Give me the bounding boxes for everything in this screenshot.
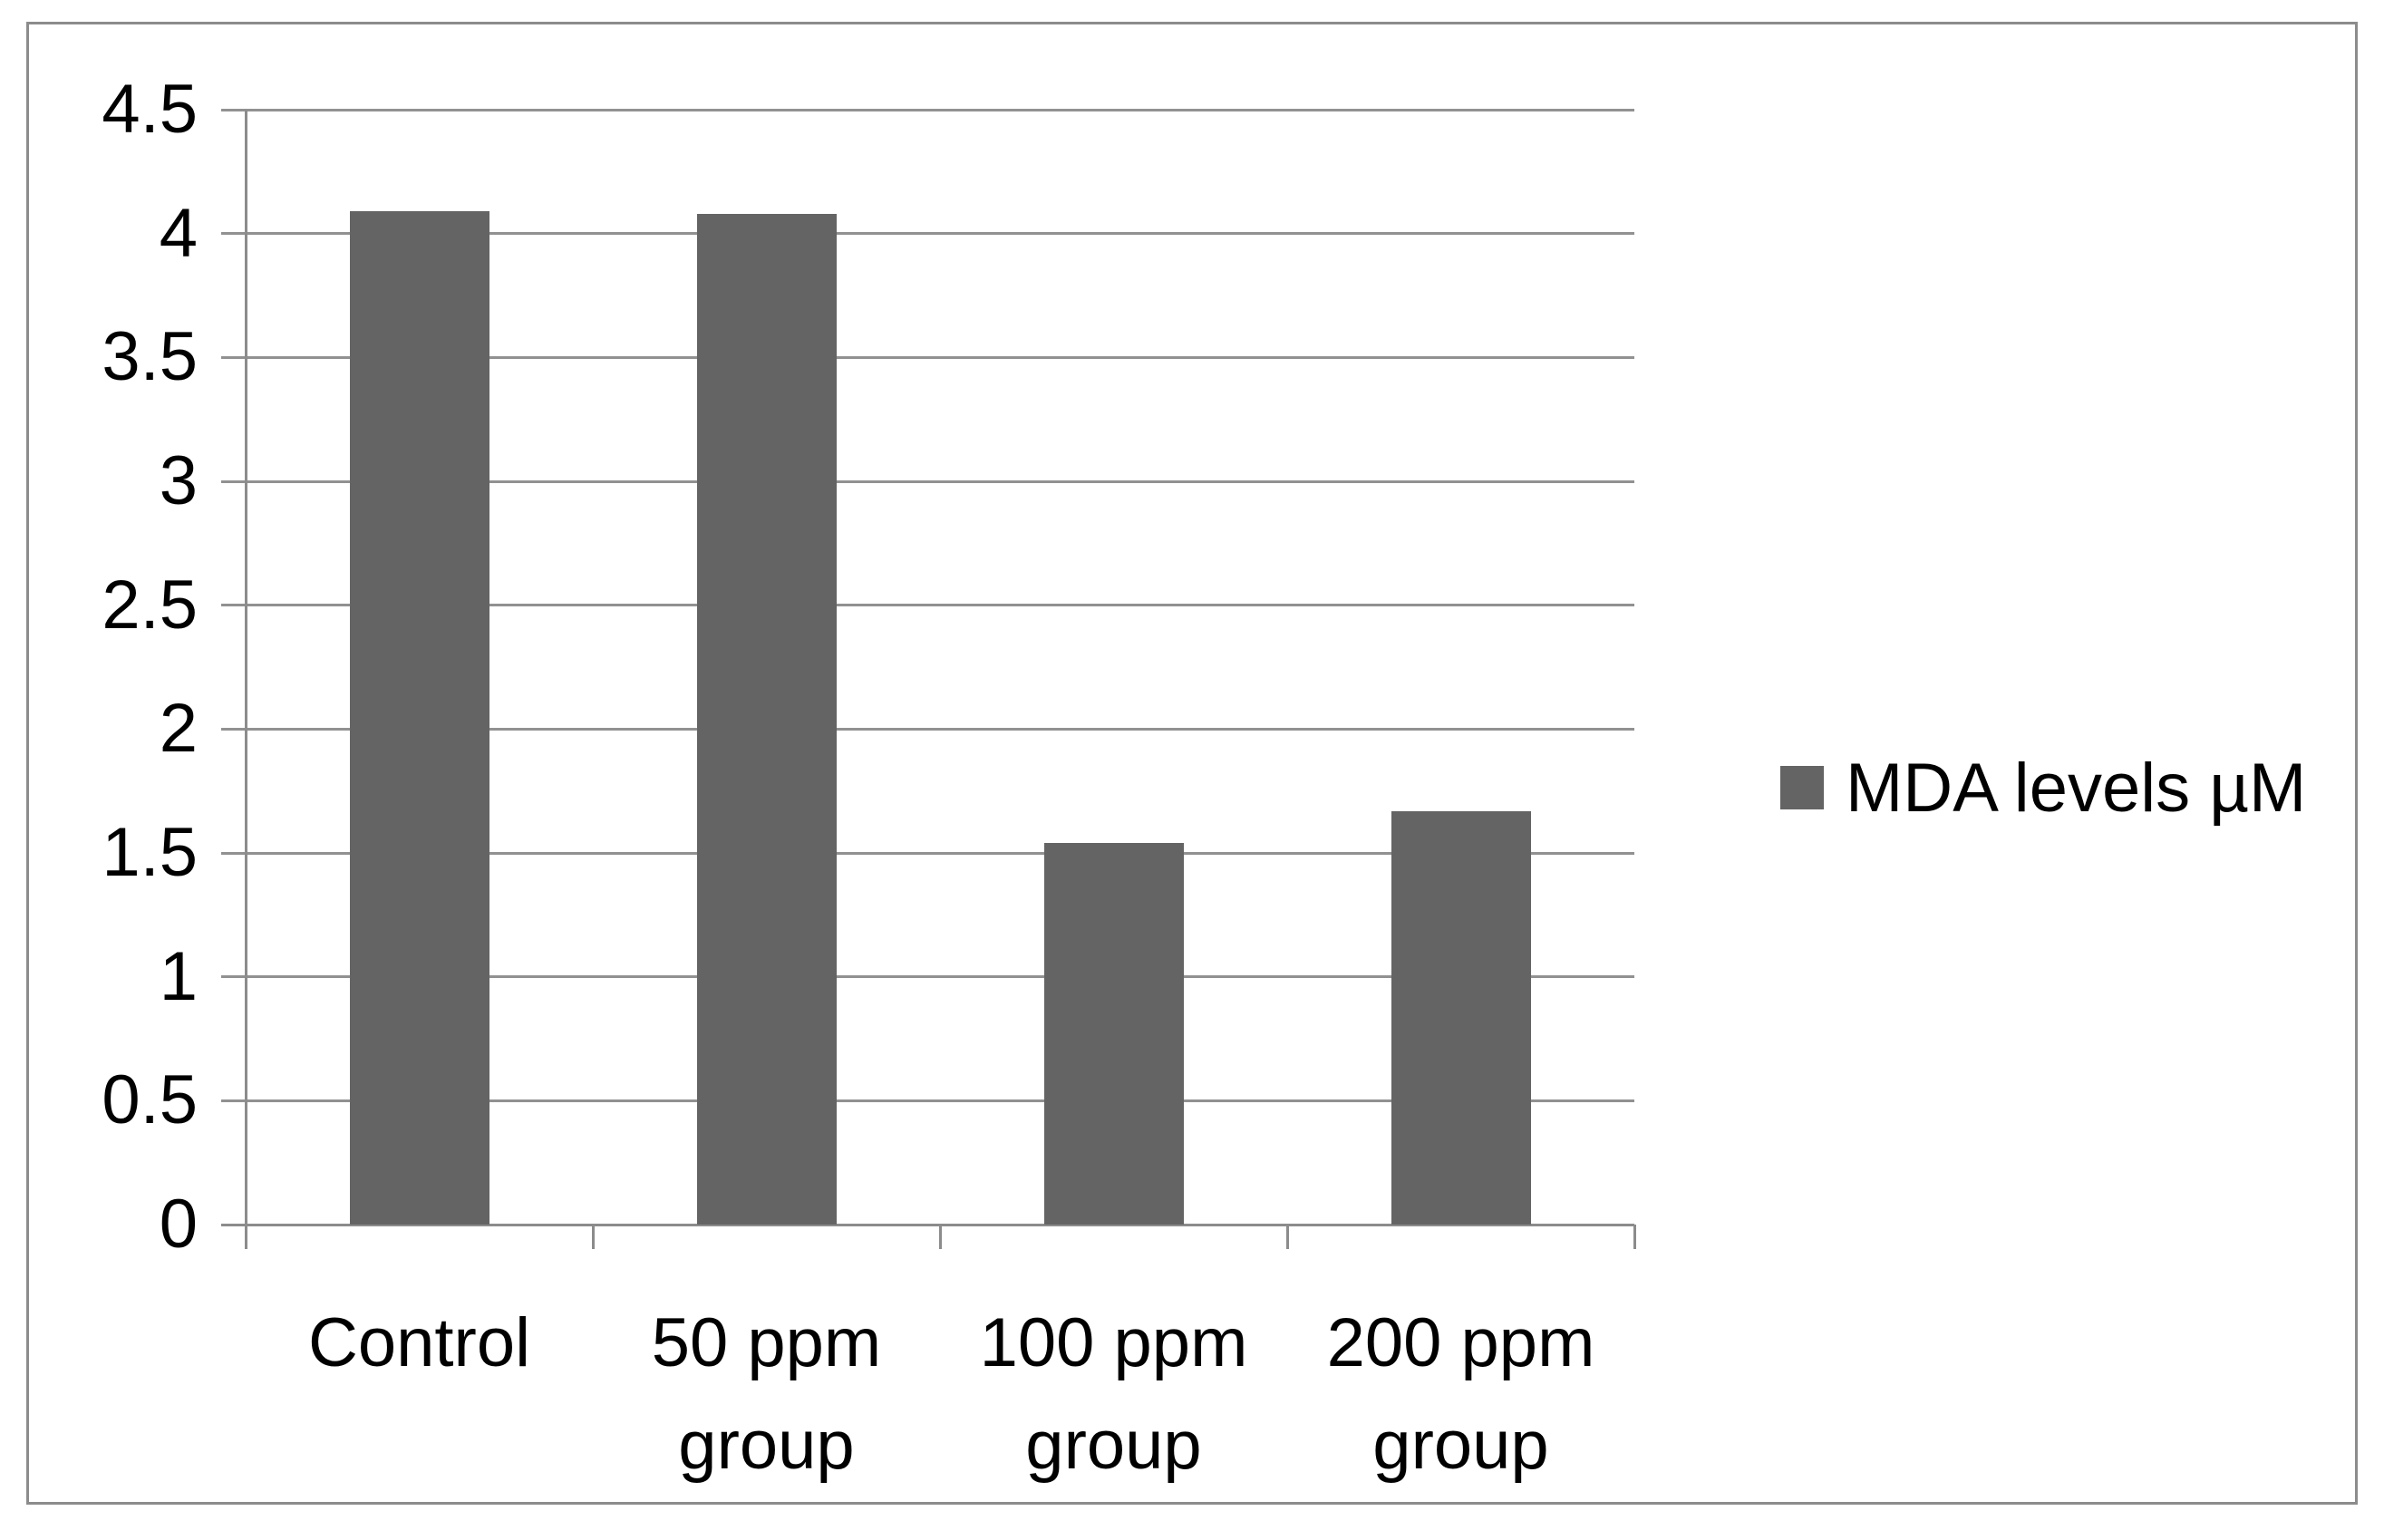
gridline [221, 355, 1634, 359]
chart-frame: MDA levels µM 0 0.5 1 1.5 2 2.5 3 3.5 4 4.5 Contro… [26, 22, 2358, 1505]
y-axis-tick-label: 3 [159, 442, 198, 519]
x-axis-tick [591, 1225, 595, 1249]
y-axis-tick-label: 0 [159, 1186, 198, 1263]
gridline [221, 1099, 1634, 1102]
y-axis-tick-label: 3.5 [102, 318, 198, 396]
x-axis-label: 50 ppm group [651, 1304, 882, 1484]
y-axis-tick-label: 4 [159, 194, 198, 272]
bar [349, 211, 489, 1225]
y-axis-tick-label: 1 [159, 937, 198, 1015]
gridline [221, 108, 1634, 111]
y-axis-tick-label: 4.5 [102, 71, 198, 148]
gridline [221, 479, 1634, 483]
y-axis-tick-label: 2 [159, 690, 198, 768]
x-axis-line [221, 1223, 1634, 1226]
y-axis-line [244, 110, 247, 1249]
bar [1043, 843, 1184, 1225]
gridline [221, 851, 1634, 855]
legend: MDA levels µM [1780, 744, 2306, 831]
bar [1391, 810, 1531, 1225]
legend-marker-square-icon [1780, 766, 1824, 809]
x-axis-label: Control [308, 1304, 530, 1381]
x-axis-tick [1633, 1225, 1636, 1249]
y-axis-tick-label: 2.5 [102, 566, 198, 644]
gridline [221, 727, 1634, 731]
gridline [221, 975, 1634, 979]
x-axis-label: 200 ppm group [1326, 1304, 1595, 1484]
y-axis-tick-label: 1.5 [102, 814, 198, 891]
gridline [221, 232, 1634, 236]
legend-series-label: MDA levels µM [1846, 749, 2307, 827]
y-axis-tick-label: 0.5 [102, 1061, 198, 1139]
x-axis-tick [1285, 1225, 1289, 1249]
x-axis-tick [938, 1225, 942, 1249]
gridline [221, 604, 1634, 607]
bar [696, 213, 837, 1225]
x-axis-label: 100 ppm group [979, 1304, 1248, 1484]
